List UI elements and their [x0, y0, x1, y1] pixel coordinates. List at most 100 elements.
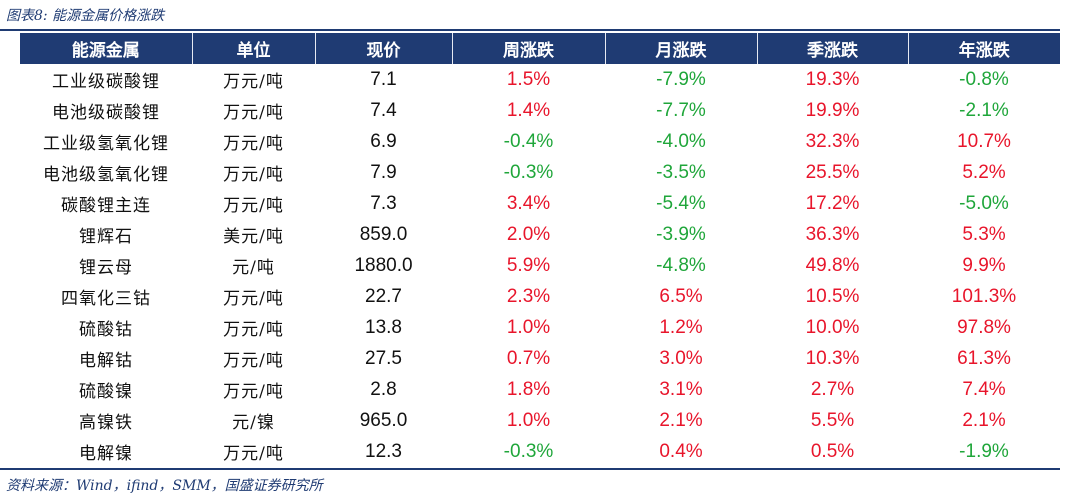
cell-quarter-change: 19.3% [805, 68, 860, 90]
cell-quarter-change: 49.8% [805, 254, 860, 276]
cell-price: 27.5 [365, 347, 402, 369]
cell-month-change: -4.8% [656, 254, 706, 276]
cell-metal-name: 电解钴 [79, 351, 133, 371]
cell-quarter-change: 32.3% [805, 130, 860, 152]
header-row: 能源金属 单位 现价 周涨跌 月涨跌 季涨跌 年涨跌 [20, 33, 1060, 64]
cell-week-change: 2.0% [506, 223, 551, 245]
cell-year-change: 2.1% [962, 409, 1006, 431]
header-year-change: 年涨跌 [908, 33, 1060, 64]
cell-unit: 万元/吨 [223, 351, 284, 371]
cell-price: 12.3 [365, 440, 402, 462]
cell-metal-name: 锂云母 [79, 258, 133, 278]
cell-unit: 元/吨 [232, 258, 275, 278]
table-row: 电池级氢氧化锂 万元/吨 7.9 -0.3% -3.5% 25.5% 5.2% [20, 157, 1060, 188]
cell-quarter-change: 5.5% [810, 409, 855, 431]
cell-week-change: 3.4% [506, 192, 551, 214]
cell-unit: 万元/吨 [223, 289, 284, 309]
cell-price: 7.3 [370, 192, 397, 214]
cell-unit: 万元/吨 [223, 134, 284, 154]
cell-week-change: 1.8% [506, 378, 551, 400]
cell-quarter-change: 10.5% [805, 285, 860, 307]
cell-price: 965.0 [359, 409, 408, 431]
cell-year-change: 5.2% [962, 161, 1006, 183]
cell-metal-name: 锂辉石 [79, 227, 133, 247]
cell-unit: 万元/吨 [223, 72, 284, 92]
cell-year-change: 5.3% [962, 223, 1006, 245]
cell-quarter-change: 19.9% [805, 99, 860, 121]
table-row: 工业级碳酸锂 万元/吨 7.1 1.5% -7.9% 19.3% -0.8% [20, 64, 1060, 95]
header-unit: 单位 [192, 33, 316, 64]
table-row: 电解钴 万元/吨 27.5 0.7% 3.0% 10.3% 61.3% [20, 343, 1060, 374]
cell-price: 7.4 [370, 99, 397, 121]
cell-price: 22.7 [365, 285, 402, 307]
table-row: 碳酸锂主连 万元/吨 7.3 3.4% -5.4% 17.2% -5.0% [20, 188, 1060, 219]
cell-month-change: -3.5% [656, 161, 706, 183]
cell-week-change: 1.0% [506, 316, 551, 338]
table-row: 硫酸钴 万元/吨 13.8 1.0% 1.2% 10.0% 97.8% [20, 312, 1060, 343]
header-week-change: 周涨跌 [452, 33, 606, 64]
cell-week-change: -0.3% [503, 161, 554, 183]
cell-month-change: -4.0% [656, 130, 706, 152]
cell-month-change: 0.4% [659, 440, 703, 462]
cell-price: 859.0 [359, 223, 408, 245]
table-row: 工业级氢氧化锂 万元/吨 6.9 -0.4% -4.0% 32.3% 10.7% [20, 126, 1060, 157]
cell-year-change: 97.8% [957, 316, 1011, 338]
cell-month-change: -7.7% [656, 99, 706, 121]
cell-unit: 万元/吨 [223, 103, 284, 123]
cell-week-change: -0.3% [503, 440, 554, 462]
cell-unit: 万元/吨 [223, 320, 284, 340]
table-row: 锂云母 元/吨 1880.0 5.9% -4.8% 49.8% 9.9% [20, 250, 1060, 281]
cell-week-change: 1.0% [506, 409, 551, 431]
header-metal: 能源金属 [20, 33, 193, 64]
cell-quarter-change: 25.5% [805, 161, 860, 183]
cell-metal-name: 硫酸钴 [79, 320, 133, 340]
cell-year-change: 10.7% [957, 130, 1011, 152]
table-row: 电池级碳酸锂 万元/吨 7.4 1.4% -7.7% 19.9% -2.1% [20, 95, 1060, 126]
cell-month-change: 3.1% [659, 378, 703, 400]
cell-quarter-change: 0.5% [810, 440, 855, 462]
cell-year-change: -5.0% [959, 192, 1009, 214]
cell-quarter-change: 17.2% [805, 192, 860, 214]
cell-week-change: 1.5% [506, 68, 551, 90]
price-change-table: 能源金属 单位 现价 周涨跌 月涨跌 季涨跌 年涨跌 工业级碳酸锂 万元/吨 7.1… [20, 33, 1060, 467]
cell-month-change: 2.1% [659, 409, 703, 431]
cell-price: 7.1 [370, 68, 397, 90]
cell-month-change: -3.9% [656, 223, 706, 245]
cell-month-change: -5.4% [656, 192, 706, 214]
cell-metal-name: 高镍铁 [79, 413, 133, 433]
cell-month-change: 6.5% [659, 285, 703, 307]
cell-price: 6.9 [370, 130, 397, 152]
cell-year-change: -2.1% [959, 99, 1009, 121]
cell-price: 1880.0 [354, 254, 413, 276]
cell-metal-name: 电池级碳酸锂 [52, 103, 160, 123]
top-rule [0, 29, 1060, 31]
cell-unit: 万元/吨 [223, 382, 284, 402]
cell-price: 2.8 [370, 378, 397, 400]
table-body: 工业级碳酸锂 万元/吨 7.1 1.5% -7.9% 19.3% -0.8% 电池级碳酸锂 万元… [20, 64, 1060, 467]
header-price: 现价 [315, 33, 453, 64]
table-row: 四氧化三钴 万元/吨 22.7 2.3% 6.5% 10.5% 101.3% [20, 281, 1060, 312]
cell-metal-name: 电解镍 [79, 444, 133, 464]
source-note: 资料来源：Wind，ifind，SMM，国盛证券研究所 [6, 478, 323, 494]
cell-metal-name: 硫酸镍 [79, 382, 133, 402]
cell-week-change: 2.3% [506, 285, 551, 307]
cell-year-change: -0.8% [959, 68, 1009, 90]
cell-unit: 美元/吨 [223, 227, 284, 247]
table-row: 电解镍 万元/吨 12.3 -0.3% 0.4% 0.5% -1.9% [20, 436, 1060, 467]
cell-year-change: 61.3% [957, 347, 1011, 369]
cell-quarter-change: 10.0% [805, 316, 860, 338]
cell-week-change: 5.9% [506, 254, 551, 276]
cell-unit: 万元/吨 [223, 196, 284, 216]
header-quarter-change: 季涨跌 [757, 33, 909, 64]
cell-metal-name: 碳酸锂主连 [61, 196, 151, 216]
cell-week-change: 1.4% [506, 99, 551, 121]
cell-unit: 元/镍 [232, 413, 275, 433]
cell-unit: 万元/吨 [223, 444, 284, 464]
cell-year-change: 9.9% [962, 254, 1006, 276]
cell-month-change: 3.0% [659, 347, 703, 369]
bottom-rule [0, 468, 1060, 470]
figure-caption: 图表8: 能源金属价格涨跌 [6, 8, 165, 24]
cell-metal-name: 电池级氢氧化锂 [43, 165, 169, 185]
cell-week-change: -0.4% [503, 130, 554, 152]
cell-metal-name: 工业级碳酸锂 [52, 72, 160, 92]
